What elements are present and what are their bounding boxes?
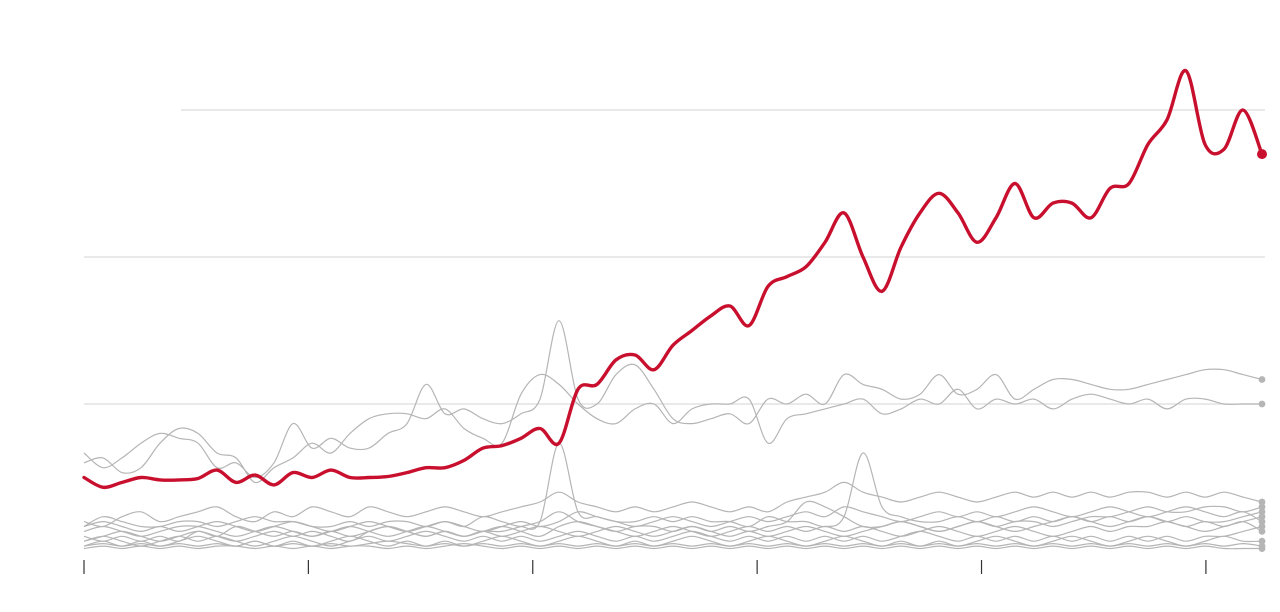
series-end-point-3 <box>1258 508 1266 516</box>
series-line-6 <box>83 535 1263 547</box>
x-axis-ticks <box>83 560 1207 574</box>
series-end-point-5 <box>1258 528 1266 535</box>
series-line-9 <box>83 516 1263 542</box>
series-line-10 <box>83 540 1263 547</box>
highlight-end-point <box>1257 149 1267 160</box>
series-end-point-2 <box>1258 400 1266 408</box>
series-end-point-11 <box>1258 518 1266 525</box>
series-line-8 <box>83 481 1263 528</box>
series-end-point-8 <box>1258 498 1266 506</box>
highlighted-series <box>82 69 1267 490</box>
series-end-point-4 <box>1258 503 1266 511</box>
highlight-series-line <box>82 69 1264 490</box>
series-line-1 <box>83 320 1263 479</box>
series-end-point-10 <box>1258 542 1266 550</box>
gridlines <box>84 109 1265 405</box>
series-line-5 <box>83 520 1263 537</box>
series-end-point-12 <box>1258 523 1266 530</box>
series-end-point-1 <box>1258 376 1266 383</box>
series-end-point-6 <box>1258 537 1266 545</box>
series-line-2 <box>83 373 1262 484</box>
series-line-11 <box>83 506 1263 532</box>
series-line-7 <box>83 543 1262 550</box>
background-series <box>83 320 1266 552</box>
series-line-12 <box>83 525 1263 547</box>
series-end-point-9 <box>1258 513 1266 521</box>
